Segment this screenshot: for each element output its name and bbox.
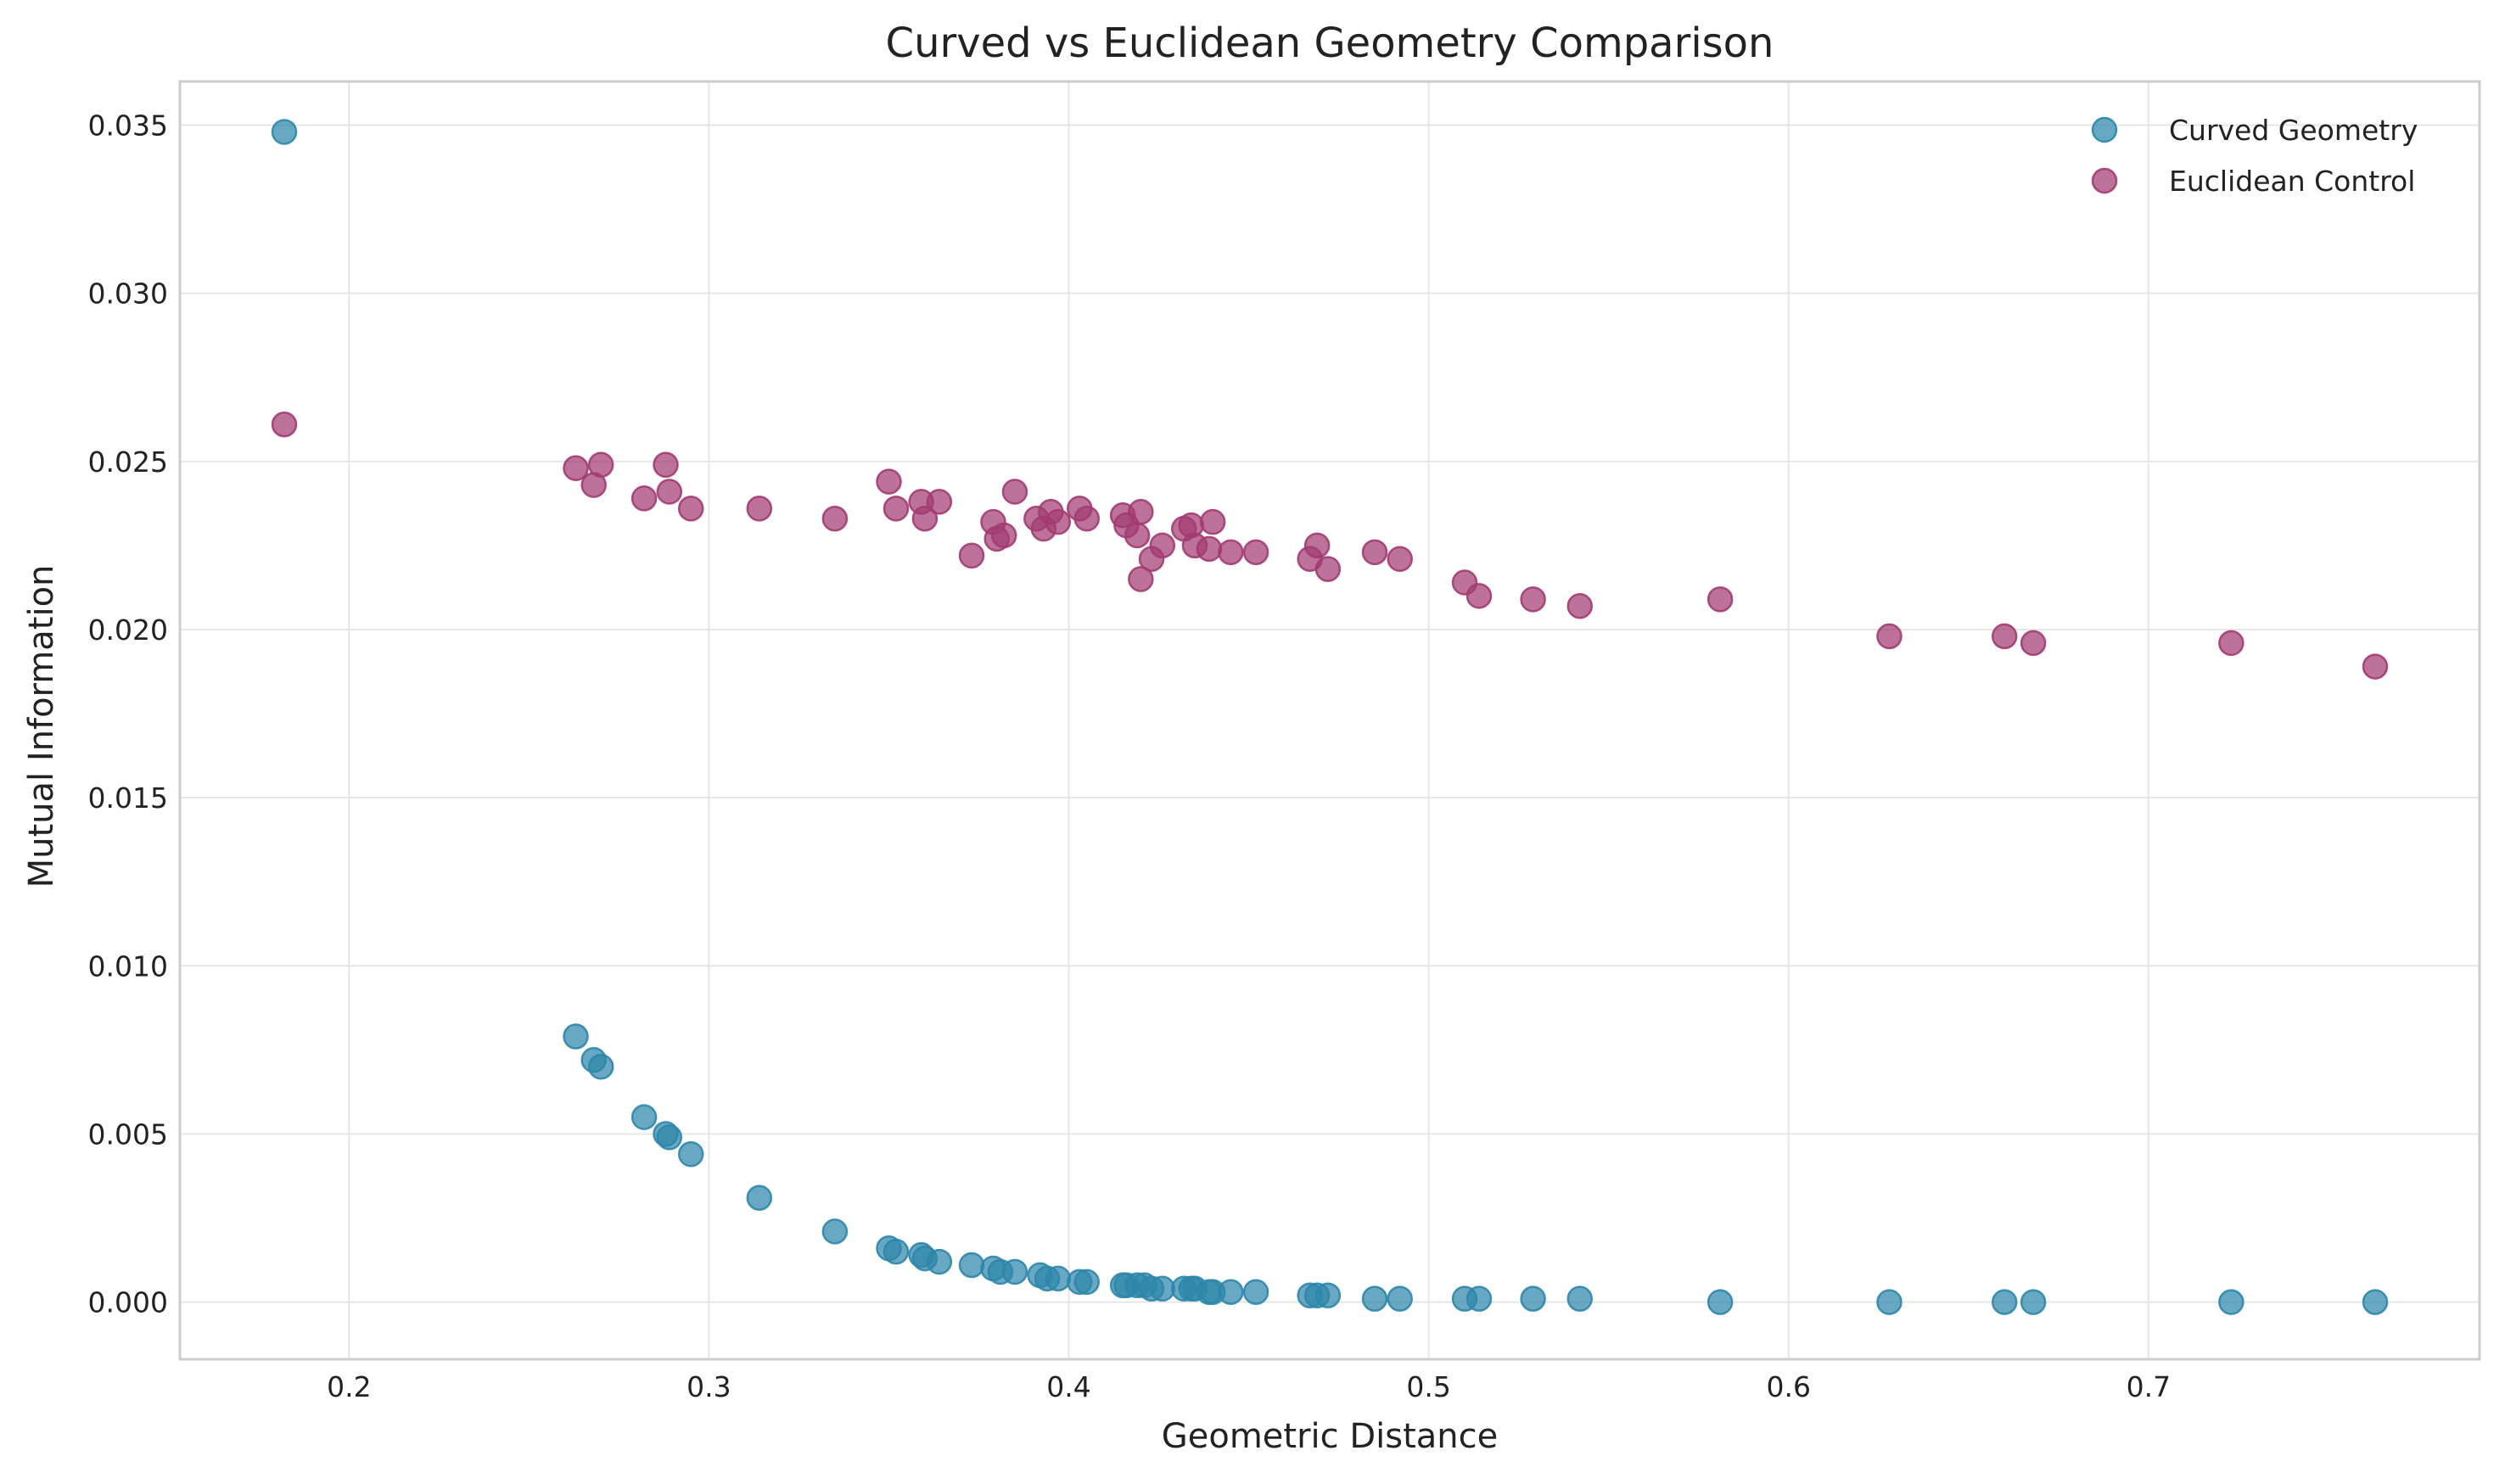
data-point (1045, 508, 1072, 535)
data-point (1991, 623, 2018, 650)
data-point (656, 479, 683, 505)
data-point (1566, 1285, 1593, 1312)
data-point (1073, 505, 1100, 532)
data-point (563, 1023, 589, 1050)
x-axis-ticks: 0.2 0.3 0.4 0.5 0.6 0.7 (327, 1370, 2171, 1403)
data-point (563, 455, 589, 482)
data-point (821, 505, 849, 532)
data-point (677, 1140, 704, 1168)
data-point (271, 411, 298, 438)
x-tick-label: 0.4 (1046, 1370, 1090, 1403)
y-tick-label: 0.010 (88, 949, 168, 983)
data-point (926, 489, 953, 515)
data-point (587, 1053, 614, 1080)
data-point (1218, 539, 1244, 566)
data-point (926, 1248, 953, 1275)
data-point (1876, 623, 1903, 650)
data-point (1465, 1285, 1493, 1312)
y-tick-label: 0.000 (88, 1286, 168, 1319)
data-point (2020, 1289, 2047, 1315)
y-tick-label: 0.015 (88, 781, 168, 815)
data-point (958, 542, 985, 569)
data-point (1124, 522, 1151, 549)
data-point (271, 119, 298, 145)
data-point (1242, 1279, 1269, 1305)
grid (180, 81, 2480, 1359)
data-point (746, 496, 773, 522)
y-tick-label: 0.035 (88, 109, 168, 143)
data-point (1361, 539, 1388, 566)
x-tick-label: 0.7 (2127, 1370, 2171, 1403)
x-tick-label: 0.5 (1406, 1370, 1450, 1403)
legend-marker (2091, 116, 2118, 143)
data-point (990, 522, 1017, 549)
data-point (630, 1104, 658, 1130)
data-point (1199, 508, 1226, 535)
data-point (876, 468, 902, 495)
data-point (1706, 1289, 1734, 1315)
data-point (1128, 499, 1154, 525)
data-point (1303, 532, 1331, 559)
y-tick-label: 0.020 (88, 613, 168, 647)
x-tick-label: 0.2 (327, 1370, 371, 1403)
series-1 (271, 411, 2389, 680)
data-point (1149, 1275, 1176, 1302)
data-point (2218, 1289, 2244, 1315)
data-point (1242, 539, 1269, 566)
data-point (1001, 1258, 1028, 1285)
x-axis-label: Geometric Distance (1162, 1417, 1499, 1456)
legend-label: Curved Geometry (2169, 114, 2418, 147)
data-point (1876, 1289, 1903, 1315)
data-point (1361, 1285, 1388, 1312)
legend-marker (2091, 167, 2118, 194)
data-point (1465, 583, 1493, 609)
data-point (1314, 1282, 1342, 1308)
data-point (1045, 1265, 1072, 1292)
data-point (1706, 586, 1734, 613)
data-point (1196, 535, 1223, 563)
data-point (1001, 479, 1028, 505)
data-point (587, 451, 614, 479)
data-point (1387, 1285, 1413, 1312)
data-point (1520, 1285, 1546, 1312)
data-point (1073, 1268, 1100, 1296)
data-point (1991, 1289, 2018, 1315)
plot-frame (178, 80, 2481, 1361)
data-point (1520, 586, 1546, 613)
data-point (746, 1184, 773, 1212)
data-point (2020, 630, 2047, 657)
chart-title: Curved vs Euclidean Geometry Comparison (886, 20, 1774, 67)
y-axis-label: Mutual Information (22, 565, 61, 888)
data-point (1218, 1279, 1244, 1305)
data-point (1314, 556, 1342, 582)
x-tick-label: 0.3 (686, 1370, 731, 1403)
data-point (883, 496, 910, 522)
data-point (2218, 630, 2244, 657)
data-point (1149, 532, 1176, 559)
data-point (1128, 566, 1154, 592)
data-point (883, 1238, 910, 1265)
x-tick-label: 0.6 (1766, 1370, 1810, 1403)
series-0 (271, 119, 2389, 1315)
data-point (911, 505, 939, 532)
legend: Curved Geometry Euclidean Control (2091, 114, 2418, 198)
data-point (630, 485, 658, 512)
data-point (677, 496, 704, 522)
data-point (2362, 653, 2389, 680)
y-tick-label: 0.025 (88, 445, 168, 479)
y-axis-ticks: 0.000 0.005 0.010 0.015 0.020 0.025 0.030 0.035 (88, 109, 168, 1319)
data-point (958, 1252, 985, 1279)
data-point (2362, 1289, 2389, 1315)
y-tick-label: 0.030 (88, 277, 168, 311)
data-point (1387, 546, 1413, 573)
data-point (1566, 593, 1593, 619)
data-point (653, 451, 679, 479)
data-point (656, 1124, 683, 1151)
y-tick-label: 0.005 (88, 1117, 168, 1151)
data-points (271, 119, 2389, 1315)
data-point (821, 1218, 849, 1245)
legend-label: Euclidean Control (2169, 165, 2415, 198)
